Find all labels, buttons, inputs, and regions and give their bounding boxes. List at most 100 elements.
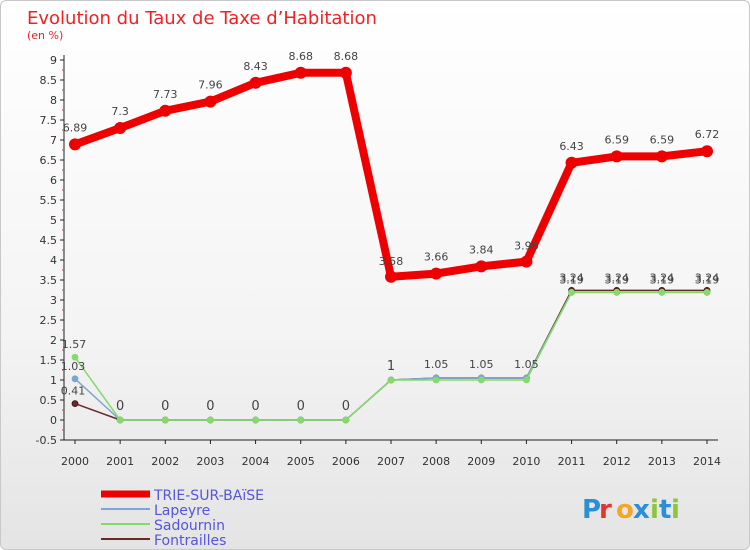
legend-item: Sadournin	[101, 518, 225, 534]
x-tick-label: 2014	[693, 455, 721, 468]
y-tick-label: 3	[50, 294, 57, 307]
data-label: 6.43	[559, 140, 584, 153]
data-point	[207, 416, 214, 424]
data-label: 0	[342, 399, 350, 414]
data-point	[297, 416, 305, 424]
data-label: 3.24	[559, 271, 584, 284]
data-point	[71, 353, 79, 361]
series-line	[74, 291, 707, 421]
data-label: 0.41	[61, 385, 86, 398]
data-label: 7.3	[111, 105, 129, 118]
y-tick-label: 5.5	[40, 194, 58, 207]
data-label: 1	[387, 359, 395, 374]
series-line	[73, 68, 708, 281]
x-tick-label: 2003	[196, 455, 224, 468]
data-point	[475, 260, 488, 273]
series-line	[74, 291, 707, 421]
data-label: 6.89	[63, 121, 88, 134]
data-label: 6.59	[650, 133, 675, 146]
legend: TRIE-SUR-BAïSELapeyreSadourninFontraille…	[101, 488, 264, 549]
proxiti-logo: Pr o x i t i	[582, 495, 680, 525]
data-point	[565, 156, 578, 169]
data-label: 1.05	[514, 358, 539, 371]
data-label: 0	[116, 399, 124, 414]
data-label: 8.43	[243, 60, 268, 73]
data-point	[342, 416, 350, 424]
data-point	[520, 255, 533, 268]
data-point	[339, 66, 352, 79]
x-tick-label: 2009	[467, 455, 495, 468]
series-line	[74, 289, 707, 421]
axes: -0.5 0 0.5 1 1.5 2 2.5 3 3.5 4 4.5 5 5.5 6 6.5 7 7.5 8 8.5…	[36, 54, 721, 468]
data-label: 0	[161, 399, 169, 414]
y-tick-label: 8.5	[40, 74, 58, 87]
y-tick-label: 9	[50, 54, 57, 67]
logo-letter: t	[659, 495, 671, 525]
y-tick-label: -0.5	[36, 434, 57, 447]
data-label: 3.24	[695, 271, 720, 284]
data-label: 0	[297, 399, 305, 414]
x-tick-label: 2010	[512, 455, 540, 468]
y-tick-label: 4	[50, 254, 57, 267]
data-label: 8.68	[334, 50, 359, 63]
data-label: 1.05	[424, 358, 449, 371]
data-label: 7.96	[198, 79, 223, 92]
data-label: 3.96	[514, 240, 539, 253]
x-tick-label: 2004	[242, 455, 270, 468]
logo-letter: P	[582, 495, 601, 525]
data-label: 3.58	[379, 255, 404, 268]
data-label: 0	[206, 399, 214, 414]
data-point	[69, 138, 81, 151]
data-label: 3.66	[424, 251, 449, 264]
y-tick-label: 4.5	[40, 234, 58, 247]
x-tick-label: 2008	[422, 455, 450, 468]
data-label: 6.72	[695, 128, 720, 141]
data-point	[204, 95, 217, 108]
chart-title: Evolution du Taux de Taxe d’Habitation	[27, 8, 377, 29]
y-tick-label: 6.5	[40, 154, 58, 167]
legend-item: Fontrailles	[101, 533, 226, 549]
data-point	[701, 145, 713, 158]
data-point	[432, 376, 440, 384]
x-tick-label: 2007	[377, 455, 405, 468]
data-label: 7.73	[153, 88, 178, 101]
data-label: 6.59	[604, 133, 629, 146]
data-point	[385, 270, 397, 283]
y-tick-label: 5	[50, 214, 57, 227]
data-point	[116, 416, 124, 424]
x-tick-label: 2011	[558, 455, 586, 468]
data-label: 3.24	[604, 271, 629, 284]
data-point	[568, 288, 575, 296]
data-point	[159, 104, 172, 117]
data-label: 1.57	[62, 338, 87, 351]
data-point	[71, 400, 79, 408]
data-point	[430, 267, 443, 280]
logo-letter: i	[650, 495, 659, 525]
data-point	[658, 288, 666, 296]
legend-label: TRIE-SUR-BAïSE	[153, 488, 264, 504]
data-point	[655, 150, 668, 163]
x-tick-label: 2005	[287, 455, 315, 468]
y-tick-label: 1	[50, 374, 57, 387]
x-tick-label: 2001	[106, 455, 134, 468]
data-point	[610, 150, 623, 163]
data-label: 1.05	[469, 358, 494, 371]
y-tick-label: 3.5	[40, 274, 58, 287]
data-point	[252, 416, 259, 424]
data-point	[294, 66, 307, 79]
series-layer	[69, 66, 713, 424]
data-label: 0	[251, 399, 259, 414]
data-point	[249, 76, 262, 89]
legend-item: TRIE-SUR-BAïSE	[101, 488, 264, 504]
legend-label: Lapeyre	[154, 503, 210, 519]
y-tick-label: 0	[50, 414, 57, 427]
y-tick-label: 2	[50, 334, 57, 347]
y-tick-label: 8	[50, 94, 57, 107]
data-label: 3.19	[604, 273, 629, 286]
legend-label: Fontrailles	[154, 533, 226, 549]
y-tick-label: 2.5	[40, 314, 58, 327]
legend-label: Sadournin	[154, 518, 225, 534]
data-point	[703, 288, 711, 296]
